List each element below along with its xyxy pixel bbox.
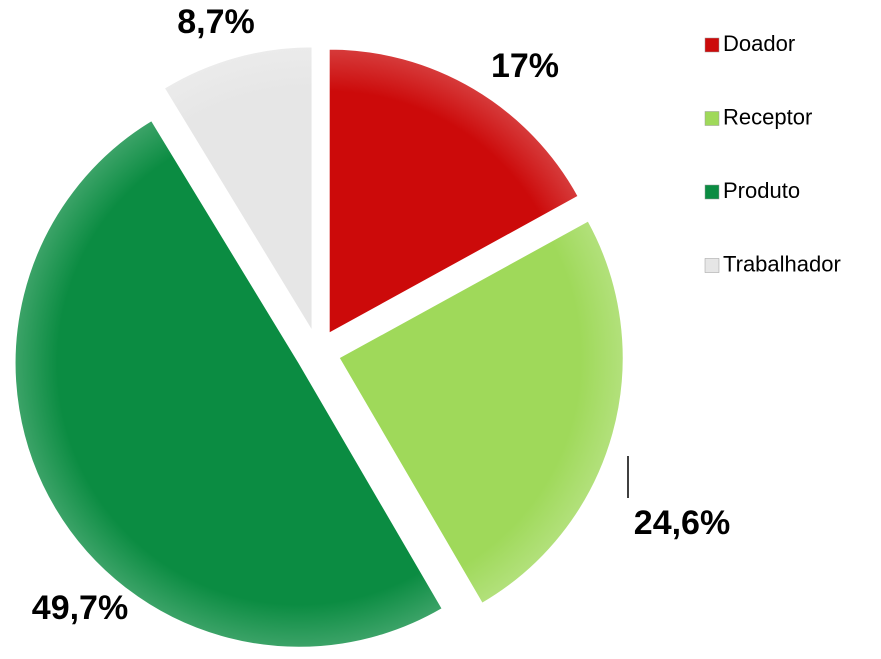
pie-slice: [14, 119, 443, 648]
value-label: 8,7%: [177, 3, 255, 41]
legend-swatch: [704, 184, 720, 200]
legend-swatch: [704, 37, 720, 53]
legend-label: Doador: [723, 31, 795, 56]
pie-slice: [328, 48, 579, 334]
legend-label: Trabalhador: [723, 251, 841, 276]
legend-swatch: [704, 258, 720, 273]
value-label: 24,6%: [634, 504, 730, 542]
value-label: 49,7%: [32, 589, 128, 627]
legend-swatch: [704, 111, 720, 126]
legend-label: Produto: [723, 178, 800, 203]
pie-slice: [338, 220, 624, 604]
pie-slice: [163, 46, 313, 333]
value-label: 17%: [491, 47, 559, 85]
legend-label: Receptor: [723, 104, 812, 129]
